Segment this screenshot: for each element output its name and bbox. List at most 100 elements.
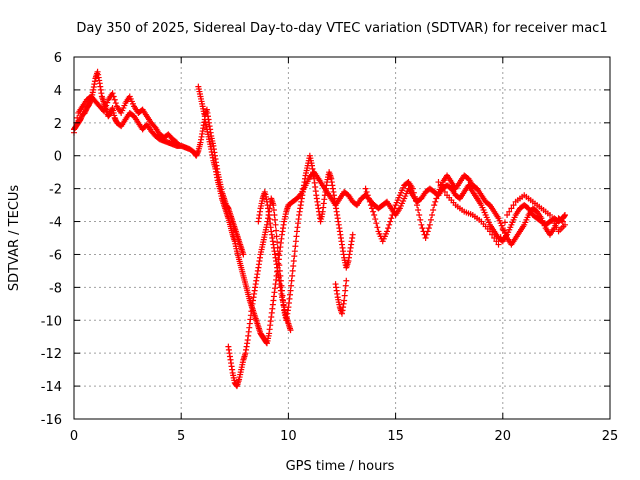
data-point	[508, 205, 515, 212]
y-tick-label: -4	[49, 216, 62, 231]
y-tick-label: -2	[49, 183, 62, 198]
data-point	[389, 211, 396, 218]
data-point	[172, 138, 179, 145]
data-point	[510, 202, 517, 209]
data-point	[434, 192, 441, 199]
y-axis-label: SDTVAR / TECUs	[7, 185, 22, 292]
data-point	[272, 221, 279, 228]
data-point	[561, 221, 568, 228]
data-point	[433, 195, 440, 202]
data-point	[411, 193, 418, 200]
data-point	[501, 219, 508, 226]
data-point	[362, 185, 369, 192]
data-point	[422, 235, 429, 241]
data-point	[370, 208, 377, 215]
data-point	[112, 100, 119, 107]
y-tick-label: 2	[54, 117, 62, 132]
y-tick-label: -14	[41, 380, 62, 395]
data-point	[366, 198, 373, 205]
data-point	[441, 188, 448, 195]
data-point	[415, 207, 422, 214]
data-point	[240, 251, 247, 258]
data-point	[546, 211, 553, 218]
data-point	[412, 197, 419, 204]
data-point	[549, 216, 556, 223]
data-point	[423, 231, 430, 238]
data-point	[429, 211, 436, 218]
data-point	[349, 231, 356, 238]
data-point	[74, 114, 81, 121]
data-point	[72, 124, 79, 131]
data-point	[273, 227, 280, 234]
data-point	[103, 102, 110, 109]
data-point	[439, 185, 446, 192]
data-point	[416, 211, 423, 218]
data-point	[274, 239, 281, 246]
y-tick-labels: -16 -14 -12 -10 -8 -6 -4 -2 0 2 4 6	[41, 51, 62, 428]
axis-ticks	[73, 56, 611, 420]
data-point	[387, 218, 394, 225]
data-point	[386, 221, 393, 228]
data-point	[385, 225, 392, 232]
data-points	[71, 68, 568, 390]
data-point	[287, 327, 294, 334]
data-point	[551, 220, 558, 227]
data-point	[553, 224, 560, 231]
x-tick-label: 0	[70, 429, 78, 444]
x-tick-label: 25	[602, 429, 619, 444]
data-point	[390, 208, 397, 215]
data-point	[372, 216, 379, 223]
data-point	[561, 211, 568, 218]
data-point	[435, 179, 442, 186]
data-point	[373, 220, 380, 227]
data-point	[425, 225, 432, 232]
data-point	[110, 93, 117, 100]
data-point	[418, 221, 425, 228]
data-point	[369, 205, 376, 212]
data-point	[101, 108, 108, 115]
data-point	[384, 228, 391, 235]
data-point	[489, 231, 496, 238]
x-tick-label: 20	[495, 429, 512, 444]
data-point	[497, 234, 504, 241]
data-point	[409, 185, 416, 192]
data-point	[504, 211, 511, 218]
data-point	[104, 99, 111, 106]
data-point	[109, 90, 116, 97]
data-point	[499, 226, 506, 233]
y-tick-label: 6	[54, 51, 62, 66]
data-point	[491, 235, 498, 241]
data-point	[486, 228, 493, 235]
data-point	[506, 208, 513, 215]
x-axis-label: GPS time / hours	[286, 459, 395, 474]
y-tick-label: 4	[54, 84, 62, 99]
data-point	[419, 225, 426, 232]
grid	[74, 57, 610, 419]
data-point	[102, 105, 109, 112]
data-point	[414, 202, 421, 209]
data-point	[374, 224, 381, 231]
x-tick-label: 15	[387, 429, 404, 444]
data-point	[363, 188, 370, 195]
data-point	[432, 198, 439, 205]
y-tick-label: -10	[41, 314, 62, 329]
data-point	[427, 216, 434, 223]
data-point	[275, 250, 282, 257]
y-tick-label: -12	[41, 347, 62, 362]
x-tick-labels: 0 5 10 15 20 25	[70, 429, 618, 444]
x-tick-label: 5	[177, 429, 185, 444]
data-point	[495, 241, 502, 248]
data-point	[431, 202, 438, 209]
chart-title: Day 350 of 2025, Sidereal Day-to-day VTE…	[76, 21, 607, 36]
data-point	[365, 195, 372, 202]
data-point	[388, 215, 395, 222]
plot-frame	[73, 56, 611, 420]
data-point	[424, 228, 431, 235]
data-point	[558, 217, 565, 224]
data-point	[273, 233, 280, 240]
data-point	[111, 96, 118, 103]
data-point	[343, 277, 350, 284]
y-tick-label: -6	[49, 248, 62, 263]
data-point	[371, 211, 378, 218]
